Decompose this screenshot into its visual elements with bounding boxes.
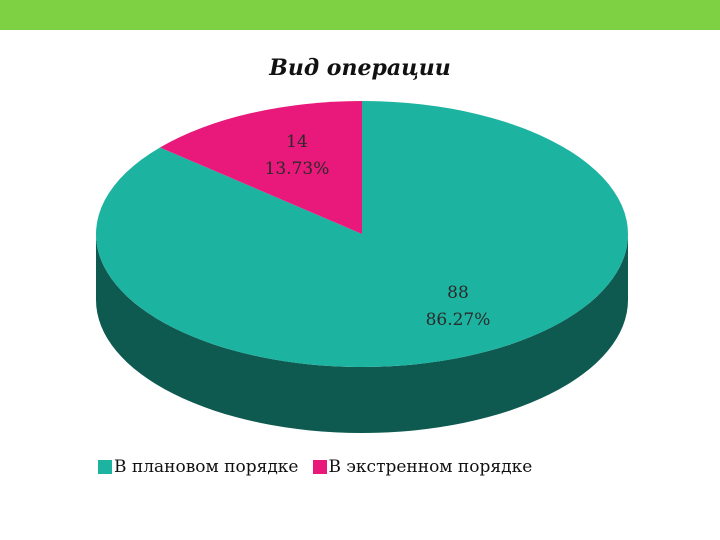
slice-percent-label-planned: 86.27% xyxy=(426,310,491,330)
legend-label-emergency: В экстренном порядке xyxy=(328,457,533,477)
pie-slice-planned xyxy=(96,101,629,367)
pie-labels: 88 86.27% 14 13.73% xyxy=(265,132,491,330)
pie-tops xyxy=(96,101,629,367)
slice-value-label-planned: 88 xyxy=(447,283,469,303)
pie-sides xyxy=(96,234,628,433)
legend-item-planned: В плановом порядке xyxy=(98,457,299,477)
legend-swatch-emergency xyxy=(312,460,327,474)
chart-legend: В плановом порядке В экстренном порядке xyxy=(98,457,546,477)
legend-label-planned: В плановом порядке xyxy=(114,457,299,477)
legend-item-emergency: В экстренном порядке xyxy=(312,457,533,477)
legend-swatch-planned xyxy=(98,460,112,474)
pie-side-planned xyxy=(96,234,628,433)
chart-title: Вид операции xyxy=(269,55,451,81)
slice-value-label-emergency: 14 xyxy=(286,132,308,152)
top-accent-bar xyxy=(0,0,720,30)
pie-slice-emergency xyxy=(159,101,362,234)
slice-percent-label-emergency: 13.73% xyxy=(265,159,330,179)
